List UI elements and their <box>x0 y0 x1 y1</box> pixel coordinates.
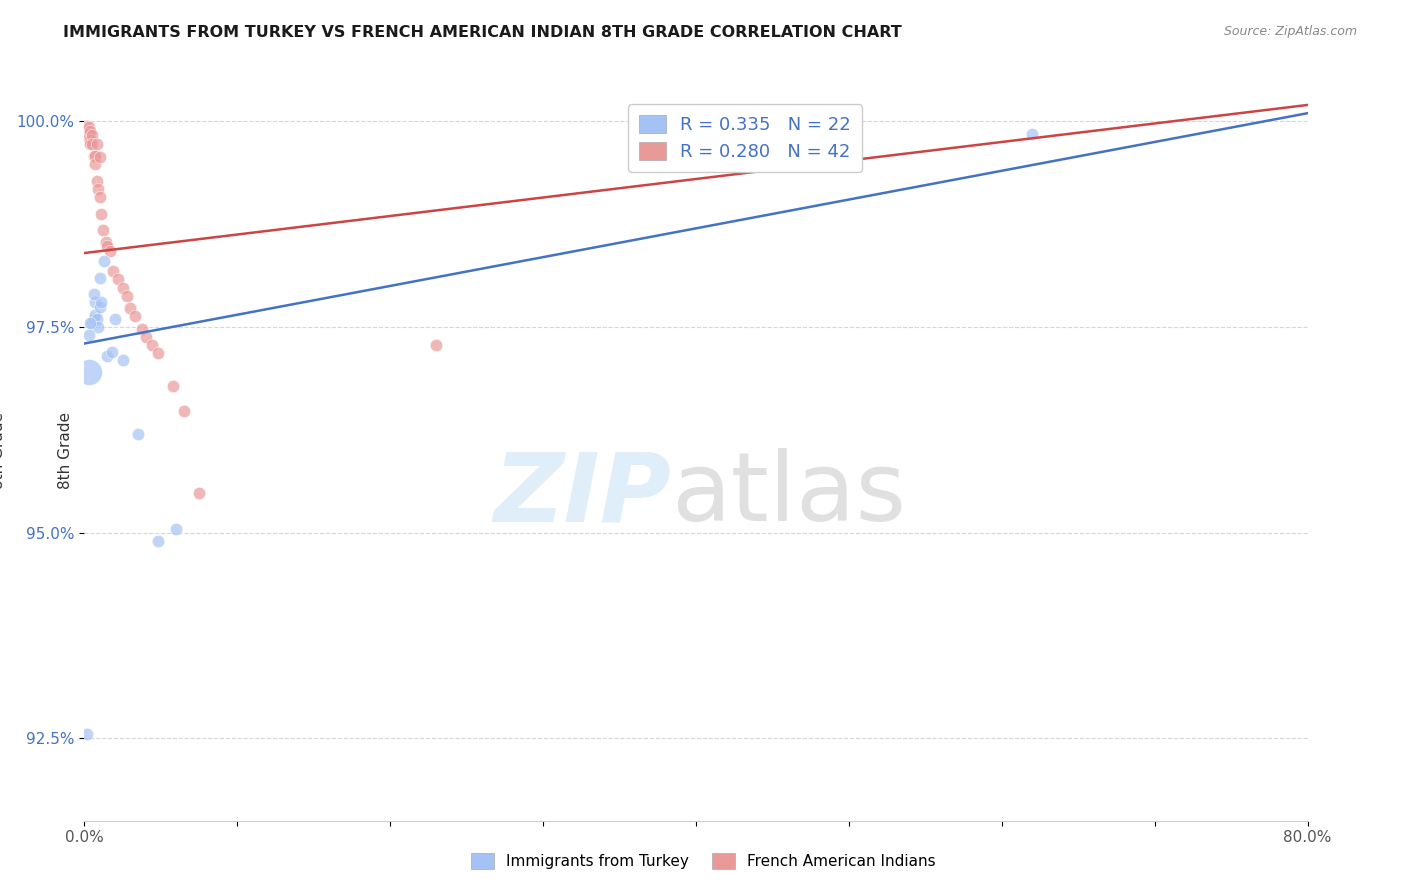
Point <box>83 149 105 163</box>
Point <box>83 287 105 301</box>
Point <box>76 120 98 134</box>
Text: ZIP: ZIP <box>494 449 672 541</box>
Point <box>111 353 134 368</box>
Legend: R = 0.335   N = 22, R = 0.280   N = 42: R = 0.335 N = 22, R = 0.280 N = 42 <box>628 104 862 171</box>
Point <box>86 137 108 152</box>
Point <box>84 295 107 310</box>
Point <box>98 244 121 258</box>
Point <box>1021 127 1043 141</box>
Text: atlas: atlas <box>672 449 907 541</box>
Point <box>79 124 101 138</box>
Point <box>75 120 97 135</box>
Point <box>79 132 101 146</box>
Point <box>111 280 134 294</box>
Point <box>83 311 105 326</box>
Point <box>75 121 97 136</box>
Point <box>89 150 111 164</box>
Point <box>146 533 169 548</box>
Point <box>77 120 100 135</box>
Point <box>89 190 111 204</box>
Point <box>93 254 115 268</box>
Point <box>94 235 117 250</box>
Point <box>89 270 111 285</box>
Legend: Immigrants from Turkey, French American Indians: Immigrants from Turkey, French American … <box>464 847 942 875</box>
Point <box>165 522 187 536</box>
Point <box>103 264 125 278</box>
Point <box>173 404 195 418</box>
Point <box>77 365 100 379</box>
Point <box>107 272 129 286</box>
Point <box>188 486 211 500</box>
Point <box>146 346 169 360</box>
Point <box>75 119 97 133</box>
Point <box>76 120 98 135</box>
Point <box>135 330 157 344</box>
Point <box>77 127 100 141</box>
Point <box>84 149 107 163</box>
Point <box>80 128 103 143</box>
Point <box>141 338 163 352</box>
Point <box>90 295 112 310</box>
Text: IMMIGRANTS FROM TURKEY VS FRENCH AMERICAN INDIAN 8TH GRADE CORRELATION CHART: IMMIGRANTS FROM TURKEY VS FRENCH AMERICA… <box>63 25 903 40</box>
Point <box>79 316 101 330</box>
Point <box>115 289 138 303</box>
Point <box>77 328 100 343</box>
Point <box>87 182 110 196</box>
Point <box>77 131 100 145</box>
Point <box>80 137 103 152</box>
Point <box>96 239 118 253</box>
Y-axis label: 8th Grade: 8th Grade <box>58 412 73 489</box>
Point <box>104 311 127 326</box>
Point <box>80 316 103 330</box>
Point <box>90 206 112 220</box>
Point <box>84 308 107 322</box>
Point <box>127 427 149 442</box>
Point <box>162 379 184 393</box>
Point <box>91 223 114 237</box>
Y-axis label: 8th Grade: 8th Grade <box>0 412 6 489</box>
Point <box>101 344 124 359</box>
Point <box>124 310 146 324</box>
Point <box>89 300 111 314</box>
Point <box>96 349 118 363</box>
Text: Source: ZipAtlas.com: Source: ZipAtlas.com <box>1223 25 1357 38</box>
Point <box>76 727 98 741</box>
Point <box>76 124 98 138</box>
Point <box>86 174 108 188</box>
Point <box>425 338 447 352</box>
Point <box>84 157 107 171</box>
Point <box>131 322 153 336</box>
Point <box>76 122 98 136</box>
Point <box>120 301 142 315</box>
Point <box>79 136 101 151</box>
Point <box>87 320 110 334</box>
Point <box>86 311 108 326</box>
